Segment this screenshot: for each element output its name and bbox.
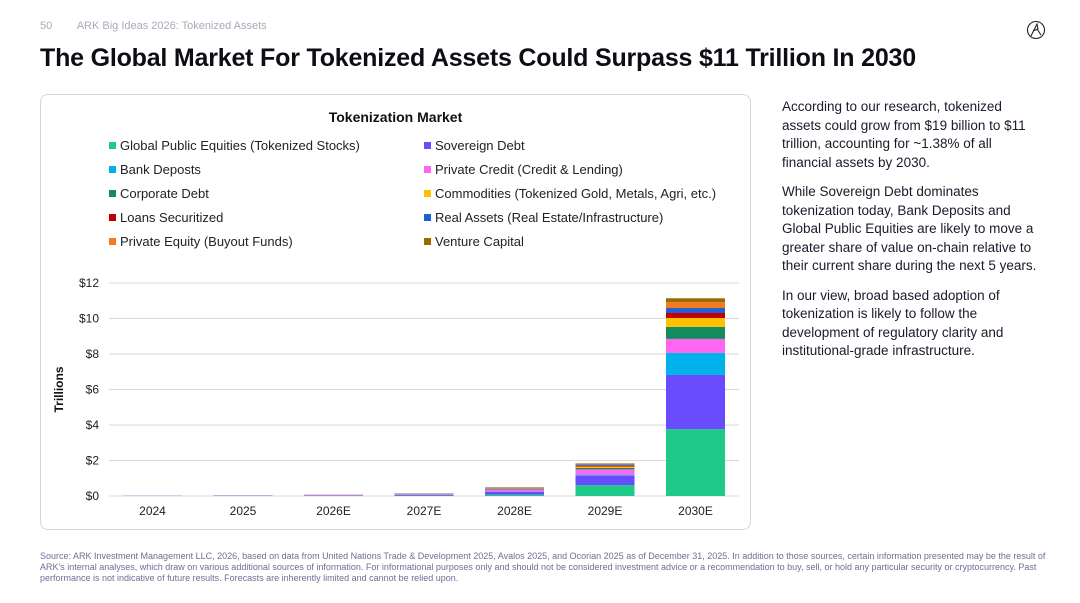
bar-segment — [666, 429, 725, 496]
y-tick-label: $6 — [86, 383, 100, 397]
bar-segment — [666, 374, 725, 430]
legend-item: Commodities (Tokenized Gold, Metals, Agr… — [424, 184, 744, 202]
ark-logo-icon — [1026, 20, 1046, 40]
bar-segment — [485, 494, 544, 496]
legend-item: Sovereign Debt — [424, 136, 744, 154]
legend-swatch — [109, 237, 116, 245]
legend-item: Private Credit (Credit & Lending) — [424, 160, 744, 178]
slide-header: 50 ARK Big Ideas 2026: Tokenized Assets — [40, 20, 289, 32]
legend-swatch — [424, 189, 431, 197]
page-title: The Global Market For Tokenized Assets C… — [40, 44, 916, 72]
y-tick-label: $8 — [86, 347, 100, 361]
y-tick-label: $2 — [86, 454, 100, 468]
bar-segment — [575, 463, 635, 464]
bar-segment — [666, 352, 725, 375]
commentary-paragraph: In our view, broad based adoption of tok… — [782, 287, 1004, 359]
bar-segment — [666, 317, 725, 327]
bar-segment — [485, 491, 544, 495]
legend-swatch — [424, 237, 431, 245]
legend-item: Bank Deposts — [109, 160, 424, 178]
legend-swatch — [424, 213, 431, 221]
bar-segment — [575, 465, 635, 467]
legend-label: Global Public Equities (Tokenized Stocks… — [120, 137, 360, 153]
bar-segment — [485, 487, 544, 489]
bar-segment — [575, 475, 635, 485]
bar-segment — [575, 464, 635, 466]
bar-segment — [575, 463, 635, 465]
legend-label: Commodities (Tokenized Gold, Metals, Agr… — [435, 185, 717, 201]
legend-label: Private Equity (Buyout Funds) — [120, 233, 293, 249]
legend-label: Private Credit (Credit & Lending) — [435, 161, 623, 177]
bar-segment — [666, 326, 725, 339]
legend-swatch — [109, 189, 116, 197]
legend-swatch — [109, 165, 116, 173]
commentary-paragraph: While Sovereign Debt dominates tokenizat… — [782, 184, 1037, 273]
x-tick-label: 2029E — [588, 504, 623, 518]
legend-label: Sovereign Debt — [435, 137, 525, 153]
x-tick-label: 2026E — [316, 504, 351, 518]
legend-swatch — [424, 165, 431, 173]
source-footnote: Source: ARK Investment Management LLC, 2… — [40, 551, 1046, 583]
deck-title: ARK Big Ideas 2026: Tokenized Assets — [76, 20, 267, 32]
legend-label: Loans Securitized — [120, 209, 224, 225]
legend-item: Private Equity (Buyout Funds) — [109, 232, 424, 250]
legend-label: Real Assets (Real Estate/Infrastructure) — [435, 209, 664, 225]
x-tick-label: 2030E — [678, 504, 713, 518]
bar-segment — [394, 494, 454, 496]
y-tick-label: $0 — [86, 489, 100, 503]
bar-segment — [575, 469, 635, 476]
x-tick-label: 2024 — [139, 504, 166, 518]
legend-label: Bank Deposts — [120, 161, 201, 177]
x-tick-label: 2028E — [497, 504, 532, 518]
bar-segment — [575, 466, 635, 468]
bar-segment — [666, 302, 725, 309]
y-tick-label: $12 — [79, 276, 99, 290]
bar-segment — [394, 493, 454, 495]
legend-item: Venture Capital — [424, 232, 744, 250]
legend-swatch — [424, 141, 431, 149]
legend-swatch — [109, 213, 116, 221]
y-tick-label: $4 — [86, 418, 100, 432]
bar-segment — [575, 467, 635, 470]
chart-legend: Global Public Equities (Tokenized Stocks… — [109, 136, 749, 250]
bar-segment — [666, 338, 725, 353]
y-axis-label: Trillions — [52, 366, 66, 412]
bar-segment — [666, 298, 725, 303]
chart-title: Tokenization Market — [328, 109, 463, 125]
commentary-paragraph: According to our research, tokenized ass… — [782, 99, 1026, 170]
bar-segment — [666, 312, 725, 318]
legend-item: Loans Securitized — [109, 208, 424, 226]
legend-label: Corporate Debt — [120, 185, 209, 201]
x-tick-label: 2025 — [230, 504, 257, 518]
bar-segment — [575, 475, 635, 476]
x-tick-label: 2027E — [407, 504, 442, 518]
legend-label: Venture Capital — [435, 233, 524, 249]
stacked-bar-chart: $0 $2 $4 $6 $8 $10 $12 Trillions 2024 2025 2026E 20… — [52, 276, 739, 518]
legend-item: Corporate Debt — [109, 184, 424, 202]
legend-item: Real Assets (Real Estate/Infrastructure) — [424, 208, 744, 226]
legend-item: Global Public Equities (Tokenized Stocks… — [109, 136, 424, 154]
bar-segment — [485, 489, 544, 492]
legend-swatch — [109, 141, 116, 149]
bar-segment — [666, 308, 725, 313]
commentary: According to our research, tokenized ass… — [782, 98, 1044, 372]
page-number: 50 — [40, 20, 53, 32]
chart-panel: $0 $2 $4 $6 $8 $10 $12 Trillions 2024 2025 2026E 20… — [40, 94, 751, 530]
y-tick-label: $10 — [79, 312, 99, 326]
bar-segment — [575, 484, 635, 496]
bar-segment — [394, 495, 454, 496]
